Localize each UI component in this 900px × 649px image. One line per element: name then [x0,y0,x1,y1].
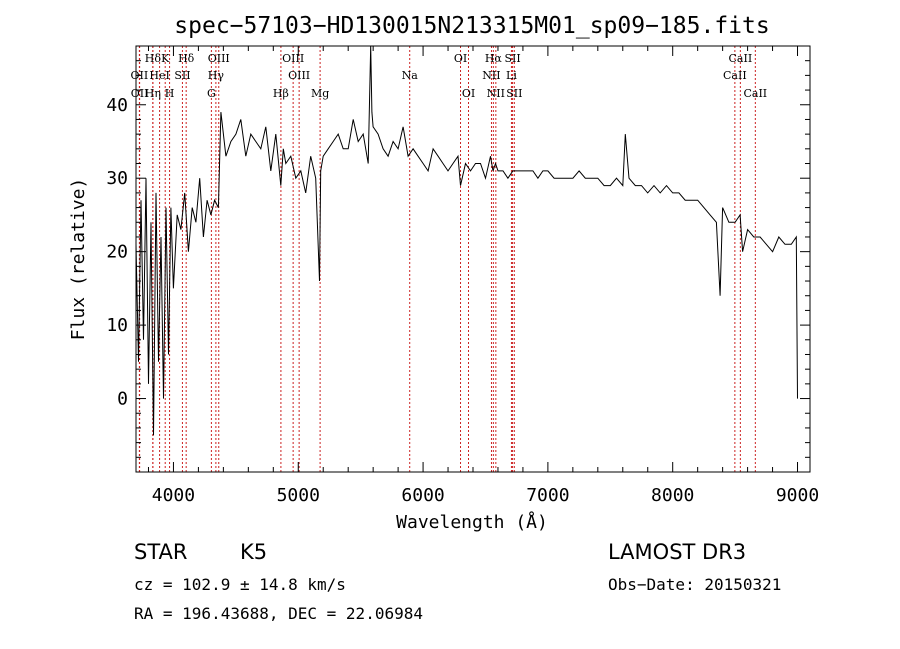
y-axis: 0 10 20 30 40 [106,45,810,458]
x-axis: 4000 5000 6000 7000 8000 9000 [147,46,819,506]
object-class: STAR [134,540,188,564]
line-label: CaII [723,69,747,82]
y-tick-label: 20 [106,242,128,263]
line-label: SII [174,69,190,82]
y-axis-label: Flux (relative) [68,178,89,341]
line-label: OI [454,52,467,65]
line-label: SII [506,87,522,100]
line-label: OI [462,87,475,100]
obs-date-text: Obs−Date: 20150321 [608,575,782,594]
spectrum-line [135,45,798,436]
line-label: Hγ [208,69,225,82]
chart-title: spec−57103−HD130015N213315M01_sp09−185.f… [174,13,769,39]
line-label: CaII [743,87,767,100]
x-tick-label: 7000 [526,485,569,506]
line-label: Hβ [273,87,289,100]
line-label: Hδ [145,52,162,65]
line-label: G [207,87,216,100]
line-label: Na [402,69,419,82]
line-label: OIII [208,52,230,65]
y-tick-label: 40 [106,95,128,116]
line-label: K [161,52,170,65]
line-label: Li [506,69,517,82]
spectral-line-markers [138,46,756,472]
x-tick-label: 8000 [651,485,694,506]
x-tick-label: 5000 [277,485,320,506]
line-label: HeI [149,69,169,82]
y-tick-label: 10 [106,315,128,336]
x-tick-label: 6000 [401,485,444,506]
line-label: H [165,87,175,100]
y-tick-label: 0 [117,389,128,410]
x-tick-label: 9000 [776,485,819,506]
x-axis-label: Wavelength (Å) [396,511,548,533]
survey-name: LAMOST DR3 [608,540,747,564]
line-label: OII [131,87,149,100]
line-label: Hδ [178,52,195,65]
line-label: OIII [282,52,304,65]
x-tick-label: 4000 [152,485,195,506]
coordinates-text: RA = 196.43688, DEC = 22.06984 [134,604,423,623]
line-label: Hη [145,87,161,100]
line-label: Mg [311,87,329,100]
line-label: CaII [729,52,753,65]
line-label: NII [482,69,500,82]
plot-frame [135,45,811,473]
line-label: OIII [288,69,310,82]
line-label: SII [504,52,520,65]
line-label: NII [487,87,505,100]
spectral-subclass: K5 [240,540,268,564]
y-tick-label: 30 [106,168,128,189]
line-label: Hα [485,52,503,65]
redshift-text: cz = 102.9 ± 14.8 km/s [134,575,346,594]
